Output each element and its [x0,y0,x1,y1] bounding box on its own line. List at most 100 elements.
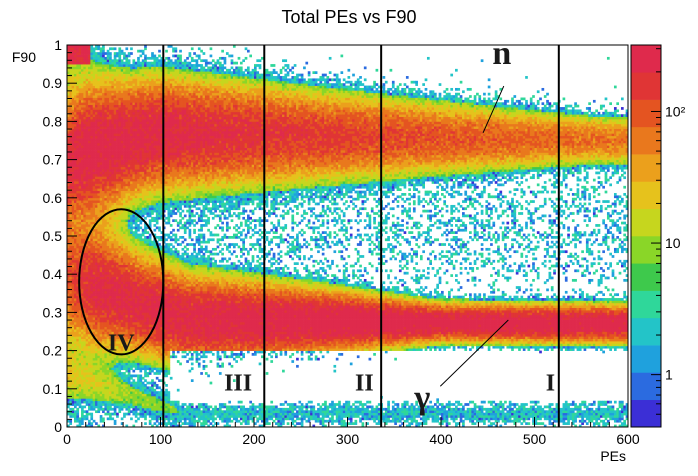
heatmap-cell [139,341,142,344]
heatmap-cell [81,88,84,91]
heatmap-cell [121,236,124,239]
heatmap-cell [107,320,110,323]
heatmap-cell [132,174,135,177]
heatmap-cell [86,90,89,93]
heatmap-cell [132,284,135,287]
heatmap-cell [81,93,84,96]
heatmap-cell [139,277,142,280]
heatmap-cell [125,191,128,194]
heatmap-cell [116,286,119,289]
heatmap-cell [123,286,126,289]
heatmap-cell [125,200,128,203]
heatmap-cell [81,121,84,124]
heatmap-cell [90,100,93,103]
heatmap-cell [137,224,140,227]
heatmap-cell [81,47,84,50]
heatmap-cell [139,66,142,69]
heatmap-cell [79,238,82,241]
heatmap-cell [125,229,128,232]
heatmap-cell [137,117,140,120]
heatmap-cell [95,88,98,91]
heatmap-cell [135,289,138,292]
heatmap-cell [93,59,96,62]
heatmap-cell [109,93,112,96]
heatmap-cell [137,355,140,358]
heatmap-cell [135,360,138,363]
heatmap-cell [102,47,105,50]
heatmap-cell [104,109,107,112]
heatmap-cell [86,336,89,339]
heatmap-cell [86,398,89,401]
heatmap-cell [123,186,126,189]
heatmap-cell [123,138,126,141]
heatmap-cell [100,277,103,280]
heatmap-cell [93,193,96,196]
heatmap-cell [116,267,119,270]
heatmap-cell [104,248,107,251]
heatmap-cell [100,327,103,330]
heatmap-cell [116,296,119,299]
heatmap-cell [128,408,131,411]
heatmap-cell [111,403,114,406]
heatmap-cell [88,422,91,425]
heatmap-cell [139,105,142,108]
heatmap-cell [90,98,93,101]
heatmap-cell [104,262,107,265]
heatmap-cell [72,320,75,323]
heatmap-cell [116,238,119,241]
heatmap-cell [142,351,145,354]
heatmap-cell [121,289,124,292]
heatmap-cell [142,279,145,282]
heatmap-cell [118,284,121,287]
heatmap-cell [123,167,126,170]
heatmap-cell [130,148,133,151]
heatmap-cell [139,71,142,74]
heatmap-cell [109,234,112,237]
heatmap-cell [69,246,72,249]
heatmap-cell [116,112,119,115]
heatmap-cell [139,401,142,404]
heatmap-cell [81,215,84,218]
heatmap-cell [114,124,117,127]
heatmap-cell [107,64,110,67]
heatmap-cell [135,112,138,115]
heatmap-cell [72,78,75,81]
heatmap-cell [142,281,145,284]
heatmap-cell [121,133,124,136]
heatmap-cell [100,372,103,375]
heatmap-cell [95,145,98,148]
heatmap-cell [81,81,84,84]
heatmap-cell [81,267,84,270]
heatmap-cell [83,415,86,418]
heatmap-cell [107,86,110,89]
heatmap-cell [95,136,98,139]
heatmap-cell [118,253,121,256]
heatmap-cell [139,260,142,263]
heatmap-cell [86,124,89,127]
heatmap-cell [93,52,96,55]
heatmap-cell [74,210,77,213]
heatmap-cell [130,117,133,120]
heatmap-cell [135,88,138,91]
heatmap-cell [100,188,103,191]
heatmap-cell [118,291,121,294]
heatmap-cell [125,391,128,394]
heatmap-cell [111,95,114,98]
heatmap-cell [118,250,121,253]
heatmap-cell [97,396,100,399]
heatmap-cell [102,384,105,387]
heatmap-cell [137,181,140,184]
heatmap-cell [102,102,105,105]
heatmap-cell [74,141,77,144]
heatmap-cell [132,93,135,96]
heatmap-cell [128,200,131,203]
heatmap-cell [139,348,142,351]
heatmap-cell [74,88,77,91]
heatmap-cell [114,317,117,320]
heatmap-cell [114,229,117,232]
heatmap-cell [79,86,82,89]
heatmap-cell [128,298,131,301]
heatmap-cell [137,207,140,210]
heatmap-cell [69,415,72,418]
heatmap-cell [81,76,84,79]
